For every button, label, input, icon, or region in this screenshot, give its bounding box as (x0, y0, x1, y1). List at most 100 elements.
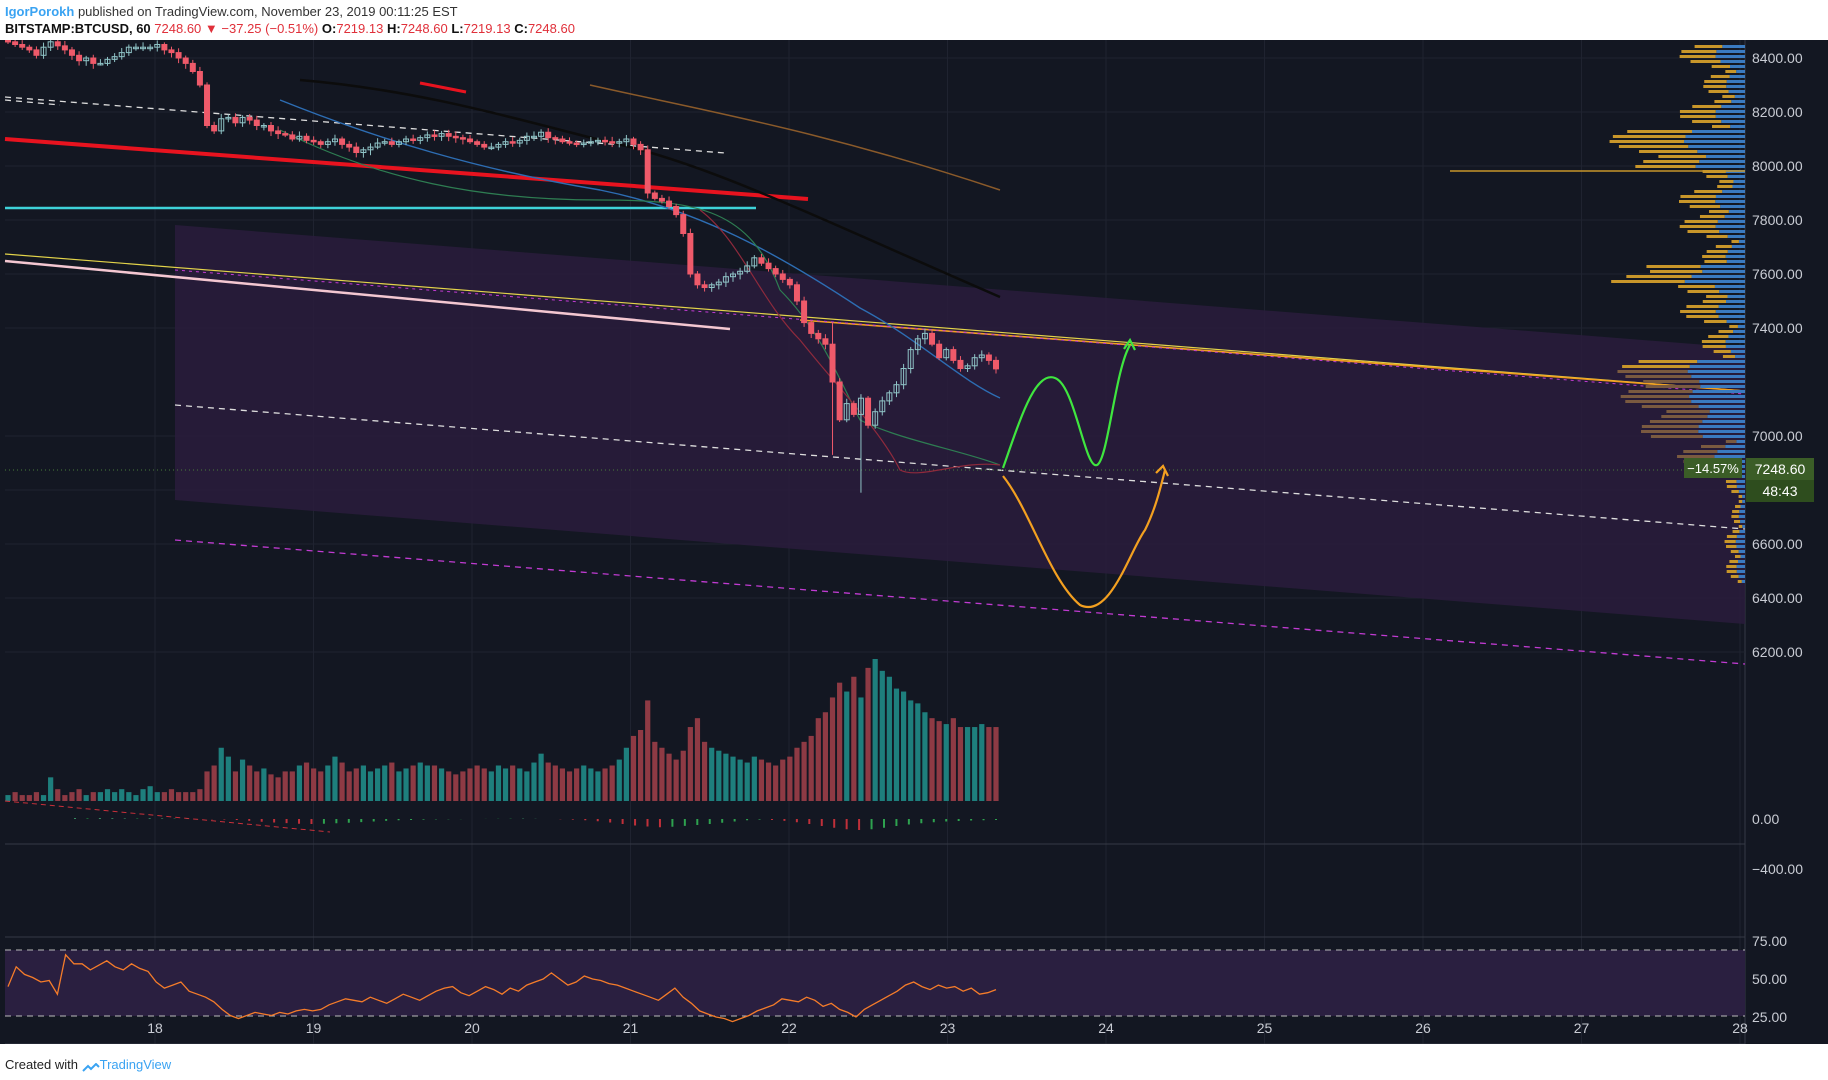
volume-profile-bar (1725, 480, 1737, 483)
volume-profile-bar (1726, 535, 1737, 538)
candle-body (751, 257, 758, 267)
candle-body (495, 143, 502, 148)
ma-200-brown (589, 84, 1001, 191)
volume-profile-bar (1677, 455, 1715, 458)
chart-canvas[interactable]: 8400.00 8200.00 8000.00 7800.00 7600.00 7400.… (0, 40, 1828, 1044)
volume-bar (993, 727, 999, 801)
author-link[interactable]: IgorPorokh (5, 4, 75, 19)
volume-bar (915, 703, 921, 801)
volume-profile-bar (1712, 125, 1731, 128)
volume-bar (282, 771, 288, 801)
volume-profile-bar (1691, 275, 1745, 278)
volume-bar (773, 765, 779, 801)
candle-body (168, 49, 175, 54)
volume-profile-bar (1697, 150, 1745, 153)
volume-profile-bar (1725, 440, 1737, 443)
volume-profile-bar (1726, 565, 1737, 568)
volume-profile-bar (1725, 445, 1745, 448)
volume-profile-bar (1731, 490, 1739, 493)
footer: Created with TradingView (5, 1057, 171, 1073)
volume-profile-bar (1714, 455, 1745, 458)
volume-profile-bar (1689, 205, 1721, 208)
candle-body (900, 368, 907, 386)
change-percent-text: −14.57% (1687, 461, 1739, 476)
candle-body (801, 300, 808, 324)
volume-profile-bar (1729, 325, 1738, 328)
volume-profile-bar (1725, 70, 1737, 73)
volume-bar (865, 667, 871, 801)
volume-profile-bar (1727, 175, 1745, 178)
volume-profile-bar (1688, 145, 1745, 148)
volume-profile-bar (1722, 45, 1745, 48)
volume-profile-bar (1697, 360, 1745, 363)
volume-profile-bar (1706, 250, 1728, 253)
volume-profile-bar (1626, 275, 1692, 278)
candle-body (523, 135, 530, 141)
volume-profile-bar (1736, 570, 1745, 573)
volume-bar (502, 768, 509, 801)
volume-profile-bar (1714, 100, 1732, 103)
orange-arrow-icon (1155, 464, 1169, 477)
volume-bar (69, 792, 75, 801)
volume-profile-bar (1702, 345, 1726, 348)
volume-profile-bar (1733, 330, 1745, 333)
candle-body (893, 384, 900, 394)
volume-bar (687, 727, 693, 801)
tradingview-brand[interactable]: TradingView (99, 1057, 172, 1072)
volume-bar (62, 795, 68, 801)
volume-bar (488, 771, 494, 801)
volume-profile-bar (1611, 280, 1685, 283)
volume-profile-bar (1628, 390, 1693, 393)
volume-profile-bar (1725, 255, 1745, 258)
volume-profile-bar (1727, 250, 1745, 253)
volume-profile-bar (1727, 295, 1745, 298)
candle-body (189, 62, 196, 72)
volume-profile-bar (1738, 495, 1743, 498)
volume-bar (247, 765, 253, 801)
time-tick-label: 24 (1098, 1020, 1114, 1036)
volume-bar (538, 753, 544, 801)
volume-profile-bar (1730, 550, 1739, 553)
volume-profile-bar (1739, 510, 1745, 513)
candle-body (12, 41, 19, 45)
volume-dashed-trendline (4, 800, 331, 833)
candle-body (474, 141, 481, 145)
volume-bar (744, 762, 750, 801)
candle-body (417, 137, 424, 141)
candle-body (218, 118, 225, 132)
candle-body (360, 149, 367, 154)
candle-body (225, 116, 232, 120)
volume-profile-bar (1732, 530, 1740, 533)
price-change: −37.25 (−0.51%) (221, 21, 319, 36)
candle-body (452, 135, 459, 139)
volume-profile-bar (1725, 345, 1745, 348)
volume-profile-bar (1625, 375, 1692, 378)
volume-bar (367, 771, 374, 801)
volume-profile-bar (1742, 495, 1745, 498)
yellow-trendline (4, 253, 1746, 392)
countdown-tag (1746, 480, 1814, 502)
volume-profile-bar (1728, 90, 1745, 93)
candle-body (886, 392, 893, 402)
volume-profile-bar (1722, 355, 1736, 358)
volume-bar (261, 768, 267, 801)
candle-body (267, 125, 274, 132)
volume-profile-bar (1645, 385, 1701, 388)
open-value: 7219.13 (336, 21, 384, 36)
volume-bar (339, 762, 345, 801)
price-tag-text: 7248.60 (1755, 461, 1806, 477)
volume-profile-bar (1738, 550, 1745, 553)
candle-body (758, 257, 765, 264)
volume-bar (161, 792, 167, 801)
volume-profile-bar (1646, 265, 1701, 268)
candle-body (964, 365, 971, 369)
volume-profile-bar (1702, 420, 1745, 423)
volume-profile-bar (1707, 415, 1745, 418)
volume-profile-bar (1737, 560, 1745, 563)
volume-profile-bar (1701, 340, 1726, 343)
candle-body (957, 359, 964, 369)
volume-bar (559, 768, 566, 801)
volume-profile-bar (1695, 165, 1745, 168)
volume-profile-bar (1691, 400, 1745, 403)
volume-profile-bar (1734, 95, 1745, 98)
